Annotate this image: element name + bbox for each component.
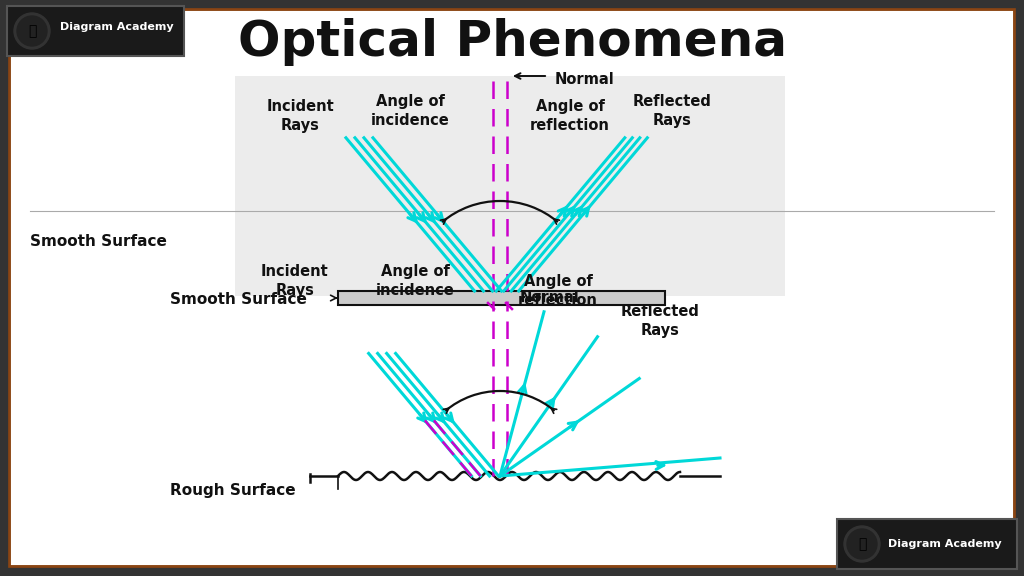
Text: Incident
Rays: Incident Rays (261, 264, 329, 298)
Text: Smooth Surface: Smooth Surface (30, 233, 167, 248)
Text: Rough Surface: Rough Surface (170, 483, 296, 498)
Text: 🎓: 🎓 (858, 537, 866, 551)
Text: Diagram Academy: Diagram Academy (60, 22, 174, 32)
Circle shape (17, 16, 47, 46)
Text: Reflected
Rays: Reflected Rays (621, 304, 699, 338)
Circle shape (14, 13, 50, 49)
Text: Normal: Normal (555, 71, 614, 86)
Text: Angle of
reflection: Angle of reflection (530, 99, 610, 133)
Bar (234, 76, 785, 296)
Text: Angle of
incidence: Angle of incidence (376, 264, 455, 298)
FancyBboxPatch shape (7, 6, 184, 56)
Text: Angle of
incidence: Angle of incidence (371, 94, 450, 128)
Circle shape (847, 529, 877, 559)
Text: 🎓: 🎓 (28, 24, 36, 38)
Text: Smooth Surface: Smooth Surface (170, 291, 307, 306)
Text: Reflected
Rays: Reflected Rays (633, 94, 712, 128)
Text: Angle of
reflection: Angle of reflection (518, 274, 598, 308)
Bar (338, 291, 665, 305)
Circle shape (844, 526, 880, 562)
Text: Normal: Normal (520, 290, 580, 305)
Text: Optical Phenomena: Optical Phenomena (238, 18, 786, 66)
Text: Incident
Rays: Incident Rays (266, 99, 334, 133)
FancyBboxPatch shape (837, 519, 1017, 569)
Text: Diagram Academy: Diagram Academy (888, 539, 1001, 549)
